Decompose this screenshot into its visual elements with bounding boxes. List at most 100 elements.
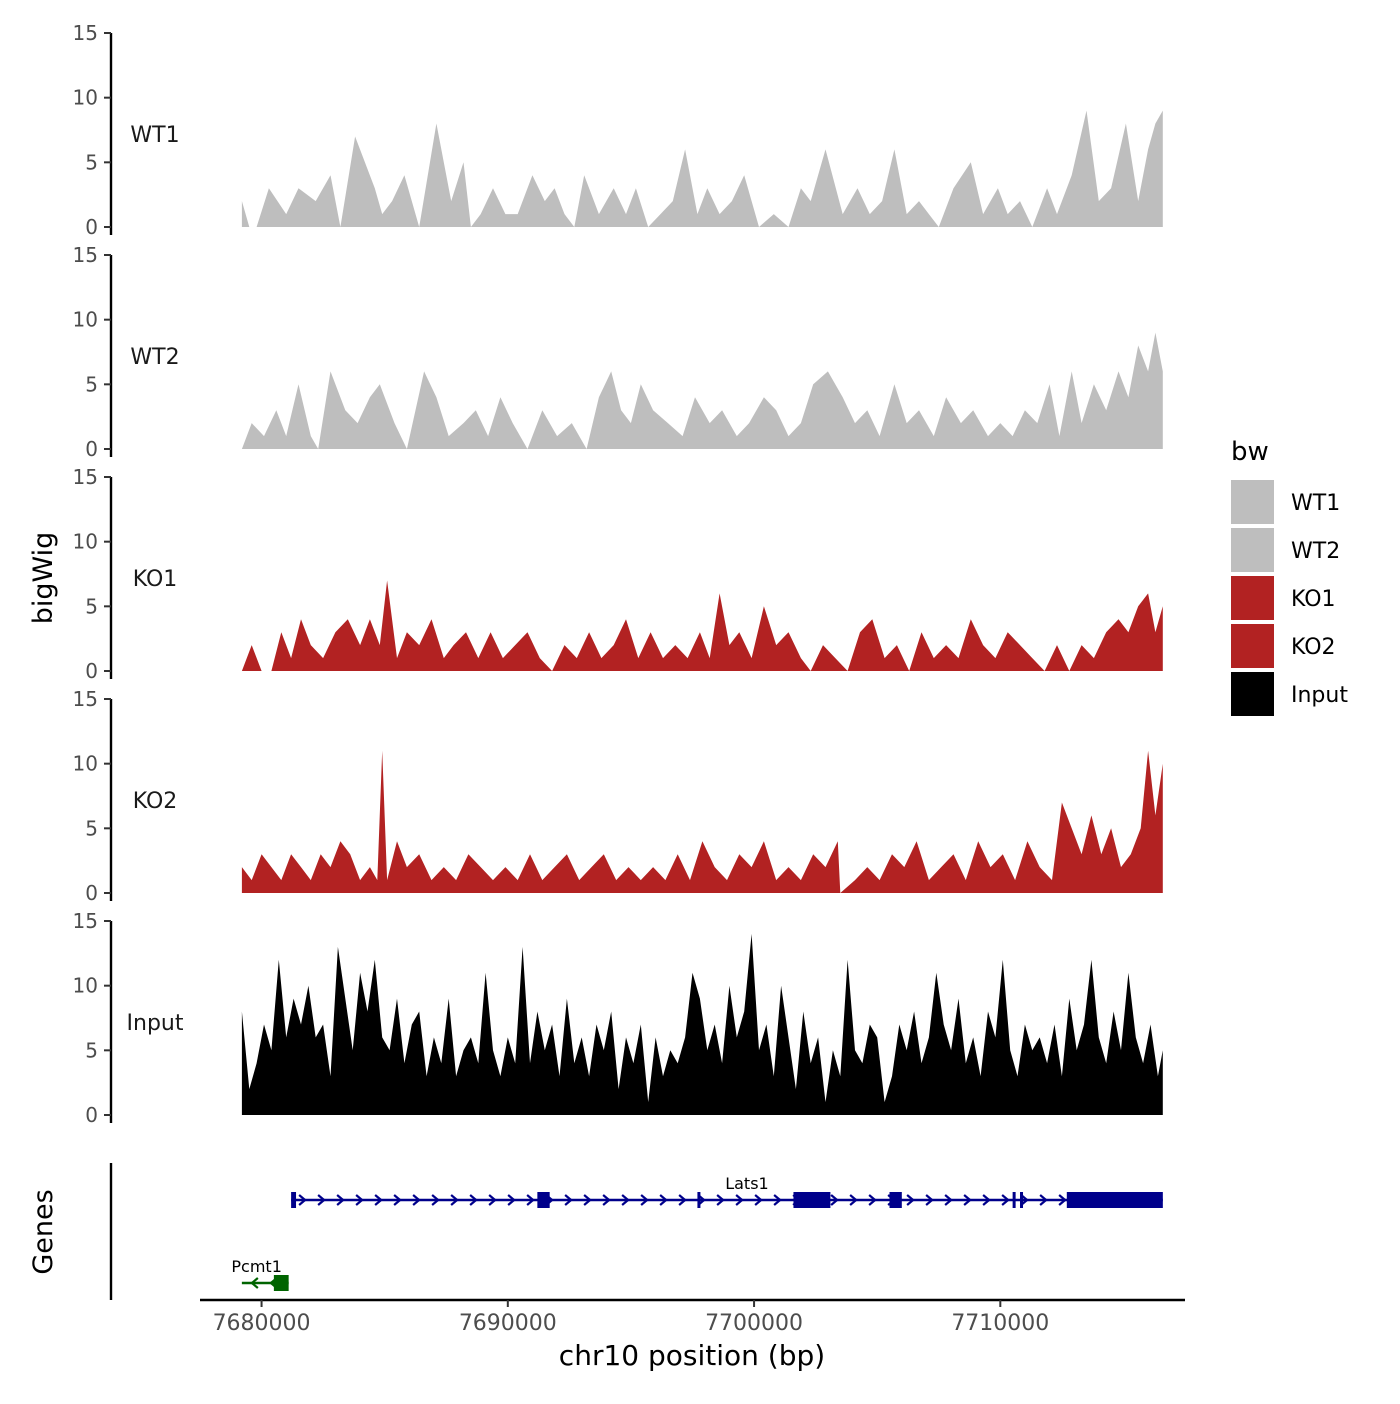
strand-arrow	[507, 1194, 516, 1206]
legend-label: WT1	[1291, 491, 1340, 516]
gene-label: Lats1	[725, 1174, 769, 1193]
x-tick-label: 7690000	[459, 1311, 557, 1336]
y-tick-label: 10	[73, 86, 98, 110]
legend-title: bw	[1231, 437, 1269, 467]
legend-swatch	[1231, 672, 1274, 716]
x-tick-label: 7680000	[213, 1311, 311, 1336]
strand-arrow	[298, 1194, 307, 1206]
strand-arrow	[830, 1194, 839, 1206]
y-axis-title: bigWig	[28, 532, 59, 625]
strand-arrow	[963, 1194, 972, 1206]
gene-pcmt1: Pcmt1	[231, 1257, 289, 1291]
coverage-area-wt2	[241, 332, 1163, 449]
gene-exon	[1066, 1192, 1163, 1208]
strand-arrow	[754, 1194, 763, 1206]
y-tick-label: 15	[73, 909, 98, 933]
genes-axis-title: Genes	[28, 1189, 59, 1274]
y-tick-label: 0	[85, 1103, 98, 1127]
legend-item-ko1: KO1	[1231, 576, 1336, 620]
track-wt2: 0 5 10 15 WT2	[73, 243, 1163, 461]
legend-item-input: Input	[1231, 672, 1348, 716]
track-ko1: 0 5 10 15 KO1	[73, 465, 1163, 683]
strand-arrow	[469, 1194, 478, 1206]
strand-arrow	[355, 1194, 364, 1206]
strand-arrow	[336, 1194, 345, 1206]
y-tick-label: 10	[73, 974, 98, 998]
gene-label: Pcmt1	[231, 1257, 281, 1276]
strand-arrow	[1058, 1194, 1067, 1206]
track-label: WT2	[130, 345, 179, 370]
strand-arrow	[412, 1194, 421, 1206]
y-tick-label: 15	[73, 21, 98, 45]
y-tick-label: 0	[85, 215, 98, 239]
coverage-area-ko1	[241, 580, 1163, 671]
gene-exon	[793, 1192, 831, 1208]
strand-arrow	[564, 1194, 573, 1206]
track-label: KO2	[133, 789, 178, 814]
strand-arrow	[317, 1194, 326, 1206]
y-tick-label: 0	[85, 881, 98, 905]
y-tick-label: 10	[73, 752, 98, 776]
strand-arrow	[944, 1194, 953, 1206]
strand-arrow	[659, 1194, 668, 1206]
legend-item-wt1: WT1	[1231, 480, 1340, 524]
coverage-area-input	[241, 933, 1163, 1115]
x-tick-label: 7710000	[951, 1311, 1049, 1336]
strand-arrow	[678, 1194, 687, 1206]
strand-arrow	[1039, 1194, 1048, 1206]
gene-exon	[273, 1275, 289, 1291]
y-tick-label: 15	[73, 243, 98, 267]
legend-label: KO1	[1291, 587, 1336, 612]
gene-exon	[291, 1192, 297, 1208]
track-label: WT1	[130, 123, 179, 148]
strand-arrow	[925, 1194, 934, 1206]
strand-arrow	[982, 1194, 991, 1206]
legend-swatch	[1231, 480, 1274, 524]
x-axis: 7680000 7690000 7700000 7710000	[200, 1298, 1185, 1336]
legend-label: KO2	[1291, 635, 1336, 660]
gene-exon	[697, 1192, 701, 1208]
x-tick-label: 7700000	[705, 1311, 803, 1336]
strand-arrow	[583, 1194, 592, 1206]
strand-arrow	[773, 1194, 782, 1206]
strand-arrow	[621, 1194, 630, 1206]
y-tick-label: 0	[85, 437, 98, 461]
strand-arrow	[450, 1194, 459, 1206]
legend-swatch	[1231, 528, 1274, 572]
gene-exon	[1020, 1192, 1024, 1208]
strand-arrow	[602, 1194, 611, 1206]
strand-arrow	[868, 1194, 877, 1206]
y-tick-label: 5	[85, 372, 98, 396]
strand-arrow	[849, 1194, 858, 1206]
gene-exon	[1012, 1192, 1016, 1208]
gene-exon	[537, 1192, 550, 1208]
strand-arrow	[393, 1194, 402, 1206]
gene-exon	[889, 1192, 902, 1208]
strand-arrow	[1020, 1194, 1029, 1206]
strand-arrow	[716, 1194, 725, 1206]
gene-models: Lats1 Pcmt1	[231, 1174, 1163, 1291]
strand-arrow	[250, 1277, 259, 1289]
strand-arrow	[1001, 1194, 1010, 1206]
coverage-area-wt1	[241, 110, 1163, 227]
strand-arrow	[488, 1194, 497, 1206]
legend-label: Input	[1291, 683, 1348, 708]
y-tick-label: 5	[85, 594, 98, 618]
strand-arrow	[906, 1194, 915, 1206]
y-tick-label: 0	[85, 659, 98, 683]
track-input: 0 5 10 15 Input	[73, 909, 1163, 1127]
track-wt1: 0 5 10 15 WT1	[73, 21, 1163, 239]
strand-arrow	[431, 1194, 440, 1206]
legend-item-wt2: WT2	[1231, 528, 1340, 572]
legend-items: WT1 WT2 KO1 KO2 Input	[1231, 480, 1348, 716]
track-label: KO1	[133, 567, 178, 592]
legend-item-ko2: KO2	[1231, 624, 1336, 668]
strand-arrow	[735, 1194, 744, 1206]
tracks: 0 5 10 15 WT1 0 5 10 15 WT2 0 5 10 15 KO1 0 5 10 15 KO2 0 5 10…	[73, 21, 1163, 1127]
track-label: Input	[127, 1011, 184, 1036]
legend-swatch	[1231, 576, 1274, 620]
strand-arrow	[374, 1194, 383, 1206]
track-ko2: 0 5 10 15 KO2	[73, 687, 1163, 905]
coverage-area-ko2	[241, 750, 1163, 893]
